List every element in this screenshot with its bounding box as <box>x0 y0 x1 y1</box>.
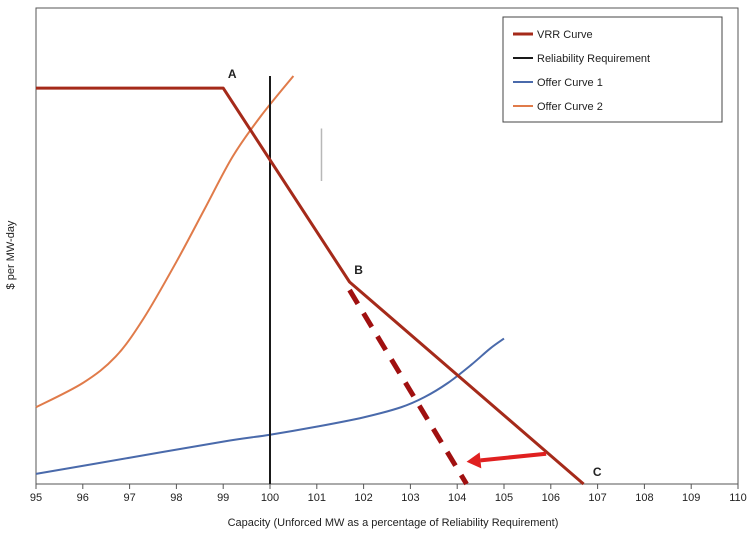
x-axis-ticks: 95 96 97 98 99 100 101 102 103 104 105 106 107 108 109… <box>30 484 747 504</box>
legend-label-offer1: Offer Curve 1 <box>537 77 603 89</box>
series-layer <box>35 75 585 486</box>
series-line-offer2 <box>35 75 295 409</box>
series-line-offer1 <box>35 337 505 475</box>
x-tick-label-107: 107 <box>588 492 606 504</box>
x-tick-label-99: 99 <box>217 492 229 504</box>
x-tick-label-106: 106 <box>542 492 560 504</box>
x-axis-title: Capacity (Unforced MW as a percentage of… <box>228 517 559 529</box>
legend-label-offer2: Offer Curve 2 <box>537 101 603 113</box>
point-label-a: A <box>228 67 237 81</box>
shift-arrow-shaft <box>480 451 547 463</box>
x-tick-label-102: 102 <box>354 492 372 504</box>
x-tick-label-100: 100 <box>261 492 279 504</box>
point-label-c: C <box>593 465 602 479</box>
dashed-shift-line <box>347 288 469 486</box>
x-tick-label-108: 108 <box>635 492 653 504</box>
x-tick-label-109: 109 <box>682 492 700 504</box>
x-tick-label-101: 101 <box>308 492 326 504</box>
x-tick-label-105: 105 <box>495 492 513 504</box>
x-tick-label-96: 96 <box>77 492 89 504</box>
legend-label-reliability: Reliability Requirement <box>537 53 650 65</box>
x-tick-label-97: 97 <box>123 492 135 504</box>
legend-box <box>502 16 723 123</box>
x-tick-label-110: 110 <box>729 492 747 504</box>
point-label-b: B <box>354 263 363 277</box>
x-tick-label-98: 98 <box>170 492 182 504</box>
series-line-vrr <box>36 86 585 486</box>
legend: VRR Curve Reliability Requirement Offer Cu… <box>502 16 723 123</box>
x-tick-label-104: 104 <box>448 492 466 504</box>
x-tick-label-95: 95 <box>30 492 42 504</box>
legend-label-vrr: VRR Curve <box>537 29 593 41</box>
x-tick-label-103: 103 <box>401 492 419 504</box>
annotation-layer: A B C <box>228 67 602 486</box>
shift-arrow-head <box>466 452 482 469</box>
y-axis-title: $ per MW-day <box>5 220 17 289</box>
